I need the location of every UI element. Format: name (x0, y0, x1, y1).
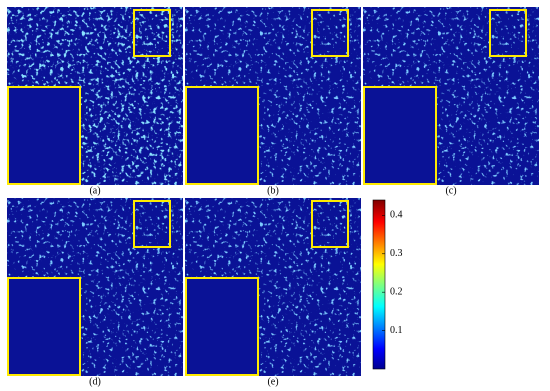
zoom-box-large (363, 86, 437, 185)
zoom-box-small (133, 200, 171, 248)
error-map-panel: (d) (7, 198, 183, 387)
panel-label: (e) (267, 376, 278, 387)
panel-label: (b) (267, 185, 279, 196)
zoom-box-large (7, 277, 81, 376)
zoom-box-large (7, 86, 81, 185)
colorbar (372, 199, 386, 370)
zoom-box-large (185, 277, 259, 376)
colorbar-tick-label: 0.4 (390, 210, 403, 221)
colorbar-tick-label: 0.1 (390, 325, 403, 336)
colorbar-tick-label: 0.3 (390, 248, 403, 259)
panel-label: (a) (89, 185, 100, 196)
zoom-box-small (311, 200, 349, 248)
zoom-box-small (133, 9, 171, 57)
colorbar-tick-label: 0.2 (390, 286, 403, 297)
panel-label: (c) (445, 185, 456, 196)
error-map-panel: (a) (7, 7, 183, 196)
error-map-panel: (c) (363, 7, 539, 196)
error-map-panel: (b) (185, 7, 361, 196)
zoom-box-small (311, 9, 349, 57)
zoom-box-large (185, 86, 259, 185)
panel-label: (d) (89, 376, 101, 387)
zoom-box-small (489, 9, 527, 57)
error-map-panel: (e) (185, 198, 361, 387)
